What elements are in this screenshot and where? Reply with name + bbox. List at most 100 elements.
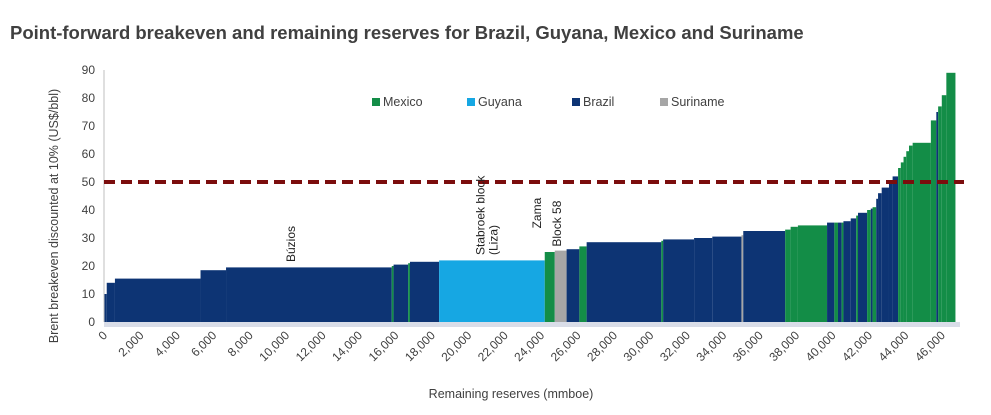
segment-brazil-37 (881, 187, 889, 322)
annotation-label: Stabroek block (474, 175, 488, 255)
segment-brazil-6 (393, 264, 409, 322)
segment-brazil-12 (566, 249, 580, 322)
segment-brazil-3 (200, 270, 227, 322)
x-tick-label: 44,000 (876, 328, 912, 364)
segment-brazil-39 (892, 176, 899, 322)
x-tick-label: 18,000 (402, 328, 438, 364)
x-tick-label: 14,000 (329, 328, 365, 364)
segment-mexico-49 (941, 95, 947, 322)
segment-mexico-21 (785, 229, 791, 322)
x-tick-label: 2,000 (115, 328, 146, 359)
annotation-label: (Liza) (486, 225, 500, 255)
y-tick-label: 0 (88, 315, 95, 329)
y-tick-label: 90 (82, 63, 96, 77)
chart-title: Point-forward breakeven and remaining re… (10, 22, 804, 43)
x-tick-label: 46,000 (912, 328, 948, 364)
segment-brazil-18 (712, 236, 742, 322)
x-tick-label: 8,000 (225, 328, 256, 359)
segment-mexico-10 (544, 252, 555, 322)
segment-brazil-16 (663, 239, 695, 322)
y-tick-label: 50 (82, 175, 96, 189)
legend-swatch-mexico (372, 98, 380, 106)
segment-brazil-29 (850, 218, 857, 322)
annotation-label: Zama (530, 197, 544, 228)
segment-mexico-46 (930, 120, 937, 323)
segment-guyana-9 (439, 260, 545, 322)
x-tick-label: 32,000 (657, 328, 693, 364)
segment-mexico-34 (872, 207, 877, 322)
x-axis-baseline (104, 322, 960, 327)
segment-brazil-17 (694, 238, 713, 322)
legend-label-mexico: Mexico (383, 95, 423, 109)
annotation-label: Búzios (284, 226, 298, 262)
segment-brazil-0 (104, 294, 107, 322)
segment-mexico-15 (661, 240, 664, 322)
y-tick-label: 30 (82, 231, 96, 245)
segment-mexico-30 (856, 215, 859, 322)
segment-brazil-4 (226, 267, 392, 322)
legend-label-suriname: Suriname (671, 95, 725, 109)
segment-suriname-11 (554, 250, 567, 322)
y-axis-ticks: 0 10 20 30 40 50 60 70 80 90 (82, 63, 96, 329)
segment-mexico-27 (841, 222, 844, 322)
segment-suriname-19 (741, 235, 744, 322)
x-tick-label: 28,000 (584, 328, 620, 364)
segment-brazil-8 (409, 261, 440, 322)
segment-mexico-40 (898, 168, 901, 322)
segment-brazil-35 (876, 198, 879, 322)
x-tick-label: 16,000 (366, 328, 402, 364)
segment-brazil-14 (586, 242, 662, 322)
y-axis-title: Brent breakeven discounted at 10% (US$/b… (47, 89, 61, 343)
segment-brazil-38 (888, 182, 893, 322)
segment-mexico-44 (909, 145, 913, 322)
segment-mexico-25 (834, 222, 838, 322)
segment-mexico-5 (391, 266, 394, 322)
segment-mexico-32 (867, 210, 871, 322)
x-tick-label: 30,000 (621, 328, 657, 364)
x-axis-ticks: 0 2,000 4,000 6,000 8,000 10,000 12,000 14,000 1… (95, 328, 948, 364)
x-tick-label: 34,000 (694, 328, 730, 364)
segment-mexico-22 (790, 226, 798, 322)
y-tick-label: 20 (82, 259, 96, 273)
segment-brazil-20 (743, 231, 786, 322)
segment-mexico-13 (579, 246, 587, 322)
segment-mexico-45 (912, 142, 931, 322)
x-tick-label: 12,000 (293, 328, 329, 364)
x-tick-label: 40,000 (803, 328, 839, 364)
segment-mexico-7 (408, 263, 410, 322)
x-tick-label: 4,000 (152, 328, 183, 359)
x-tick-label: 6,000 (188, 328, 219, 359)
legend-swatch-suriname (660, 98, 668, 106)
segment-mexico-50 (946, 72, 956, 322)
segment-mexico-42 (903, 156, 907, 322)
x-axis-title: Remaining reserves (mmboe) (429, 387, 594, 401)
segment-brazil-36 (878, 193, 882, 322)
y-tick-label: 80 (82, 91, 96, 105)
x-tick-label: 0 (95, 328, 110, 343)
segment-brazil-31 (858, 212, 868, 322)
segment-brazil-26 (837, 222, 842, 322)
x-tick-label: 36,000 (730, 328, 766, 364)
annotations: Búzios Stabroek block(Liza) Zama Block 58 (284, 175, 564, 262)
segment-brazil-2 (114, 278, 201, 322)
reserve-segments (104, 72, 956, 323)
segment-brazil-28 (843, 221, 851, 322)
segment-mexico-48 (938, 106, 942, 323)
x-tick-label: 38,000 (766, 328, 802, 364)
legend: Mexico Guyana Brazil Suriname (372, 95, 725, 109)
x-tick-label: 24,000 (511, 328, 547, 364)
legend-swatch-guyana (467, 98, 475, 106)
y-tick-label: 40 (82, 203, 96, 217)
legend-swatch-brazil (572, 98, 580, 106)
legend-label-guyana: Guyana (478, 95, 522, 109)
x-tick-label: 22,000 (475, 328, 511, 364)
segment-mexico-43 (906, 151, 909, 322)
segment-brazil-1 (106, 282, 115, 322)
segment-mexico-23 (797, 225, 828, 322)
annotation-label: Block 58 (550, 200, 564, 246)
segment-brazil-47 (936, 112, 939, 322)
x-tick-label: 42,000 (839, 328, 875, 364)
segment-mexico-41 (900, 162, 904, 322)
y-tick-label: 10 (82, 287, 96, 301)
